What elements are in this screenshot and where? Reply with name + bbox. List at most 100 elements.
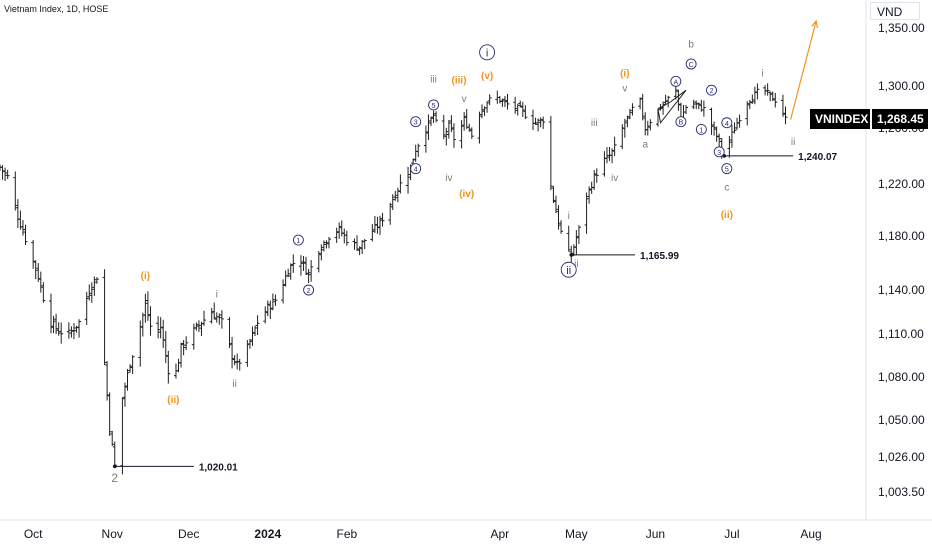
- ohlc-bar: [622, 118, 627, 138]
- ohlc-bar: [429, 116, 433, 127]
- ohlc-bar: [643, 112, 648, 136]
- ohlc-bar: [110, 430, 115, 446]
- ohlc-bar: [156, 316, 161, 339]
- ohlc-bar: [587, 186, 592, 204]
- wave-label: B: [675, 116, 687, 128]
- wave-label: i: [568, 211, 570, 222]
- symbol-tag: VNINDEX: [810, 109, 870, 130]
- ohlc-bar: [71, 323, 76, 340]
- ohlc-bar: [444, 127, 449, 146]
- ohlc-bar: [735, 117, 740, 130]
- ohlc-bar: [166, 350, 171, 384]
- svg-text:c: c: [724, 183, 729, 194]
- svg-text:(ii): (ii): [721, 210, 733, 221]
- x-tick-label: 2024: [254, 527, 281, 541]
- wave-label: iii: [430, 75, 437, 86]
- ohlc-bar: [321, 240, 326, 252]
- price-levels: 1,020.01 1,165.99 1,240.07: [112, 19, 838, 473]
- wave-label: iv: [611, 173, 618, 184]
- svg-text:b: b: [688, 40, 694, 51]
- ohlc-bar: [732, 122, 737, 134]
- svg-text:(i): (i): [141, 271, 150, 282]
- ohlc-bar: [66, 322, 71, 339]
- ohlc-bar: [717, 133, 722, 147]
- svg-text:3: 3: [414, 120, 418, 127]
- wave-label: 2: [303, 284, 315, 296]
- ohlc-bar: [209, 307, 214, 324]
- svg-text:iii: iii: [430, 75, 437, 86]
- ohlc-bar: [666, 95, 671, 108]
- svg-text:i: i: [761, 69, 763, 80]
- ohlc-bar: [301, 256, 306, 271]
- ohlc-bar: [464, 108, 469, 130]
- ohlc-bar: [326, 236, 331, 249]
- ohlc-bar: [227, 317, 232, 348]
- ohlc-bar: [701, 100, 706, 117]
- ohlc-bar: [92, 276, 97, 296]
- ohlc-bar: [69, 326, 74, 338]
- ohlc-bar: [184, 336, 189, 350]
- ohlc-bar: [143, 293, 148, 323]
- ohlc-bar: [551, 185, 556, 204]
- wave-label: i: [216, 289, 218, 300]
- ohlc-bar: [377, 215, 382, 236]
- svg-text:(iv): (iv): [459, 189, 474, 200]
- wave-label: 1: [292, 234, 304, 246]
- ohlc-bar: [426, 114, 431, 141]
- svg-text:ii: ii: [791, 137, 795, 148]
- wave-label: i: [761, 69, 763, 80]
- ohlc-bar: [783, 106, 788, 125]
- ohlc-bar: [51, 315, 56, 334]
- ohlc-bar: [281, 279, 286, 304]
- ohlc-bar: [640, 93, 645, 121]
- y-tick-label: 1,026.00: [878, 450, 925, 464]
- ohlc-bar: [196, 320, 201, 333]
- x-tick-label: Dec: [178, 527, 199, 541]
- x-tick-label: Jun: [646, 527, 665, 541]
- forecast-arrow: [790, 19, 819, 120]
- ohlc-bar: [770, 91, 775, 101]
- ohlc-bar: [765, 83, 770, 96]
- ohlc-bar: [714, 126, 719, 142]
- ohlc-bar: [342, 228, 347, 244]
- chart-title: Vietnam Index, 1D, HOSE: [4, 4, 109, 14]
- ohlc-bar: [270, 293, 275, 311]
- wave-label: ii: [574, 259, 578, 270]
- price-level-label: 1,240.07: [798, 152, 837, 163]
- svg-text:(iii): (iii): [452, 76, 467, 87]
- currency-unit-label[interactable]: VND: [870, 2, 920, 20]
- price-level-label: 1,165.99: [640, 251, 679, 262]
- svg-text:3: 3: [717, 150, 721, 157]
- ohlc-bar: [107, 392, 112, 437]
- ohlc-bar: [304, 256, 309, 276]
- ohlc-bar: [140, 312, 145, 337]
- ohlc-bar: [283, 270, 288, 287]
- wave-label: a: [642, 140, 648, 151]
- ohlc-bar: [607, 146, 612, 161]
- ohlc-bar: [309, 260, 314, 282]
- wave-label: ii: [791, 137, 795, 148]
- wave-label: (ii): [721, 210, 733, 221]
- ohlc-bar: [288, 263, 293, 280]
- ohlc-bar: [691, 99, 696, 110]
- x-tick-label: May: [565, 527, 588, 541]
- ohlc-bar: [630, 103, 635, 116]
- ohlc-bar: [125, 369, 130, 391]
- ohlc-bar: [610, 148, 615, 164]
- ohlc-bar: [41, 282, 46, 303]
- ohlc-bar: [574, 230, 579, 255]
- ohlc-bar: [638, 97, 643, 110]
- ohlc-bar: [0, 165, 5, 180]
- ohlc-bar: [518, 100, 523, 108]
- ohlc-bar: [627, 108, 632, 120]
- ohlc-bar: [217, 313, 222, 325]
- svg-text:4: 4: [414, 167, 418, 174]
- ohlc-bar: [130, 355, 135, 375]
- ohlc-bar: [446, 120, 451, 139]
- ohlc-bar: [395, 187, 400, 203]
- y-tick-label: 1,350.00: [878, 21, 925, 35]
- svg-text:5: 5: [432, 103, 436, 110]
- ohlc-bar: [406, 166, 411, 194]
- svg-text:2: 2: [710, 88, 714, 95]
